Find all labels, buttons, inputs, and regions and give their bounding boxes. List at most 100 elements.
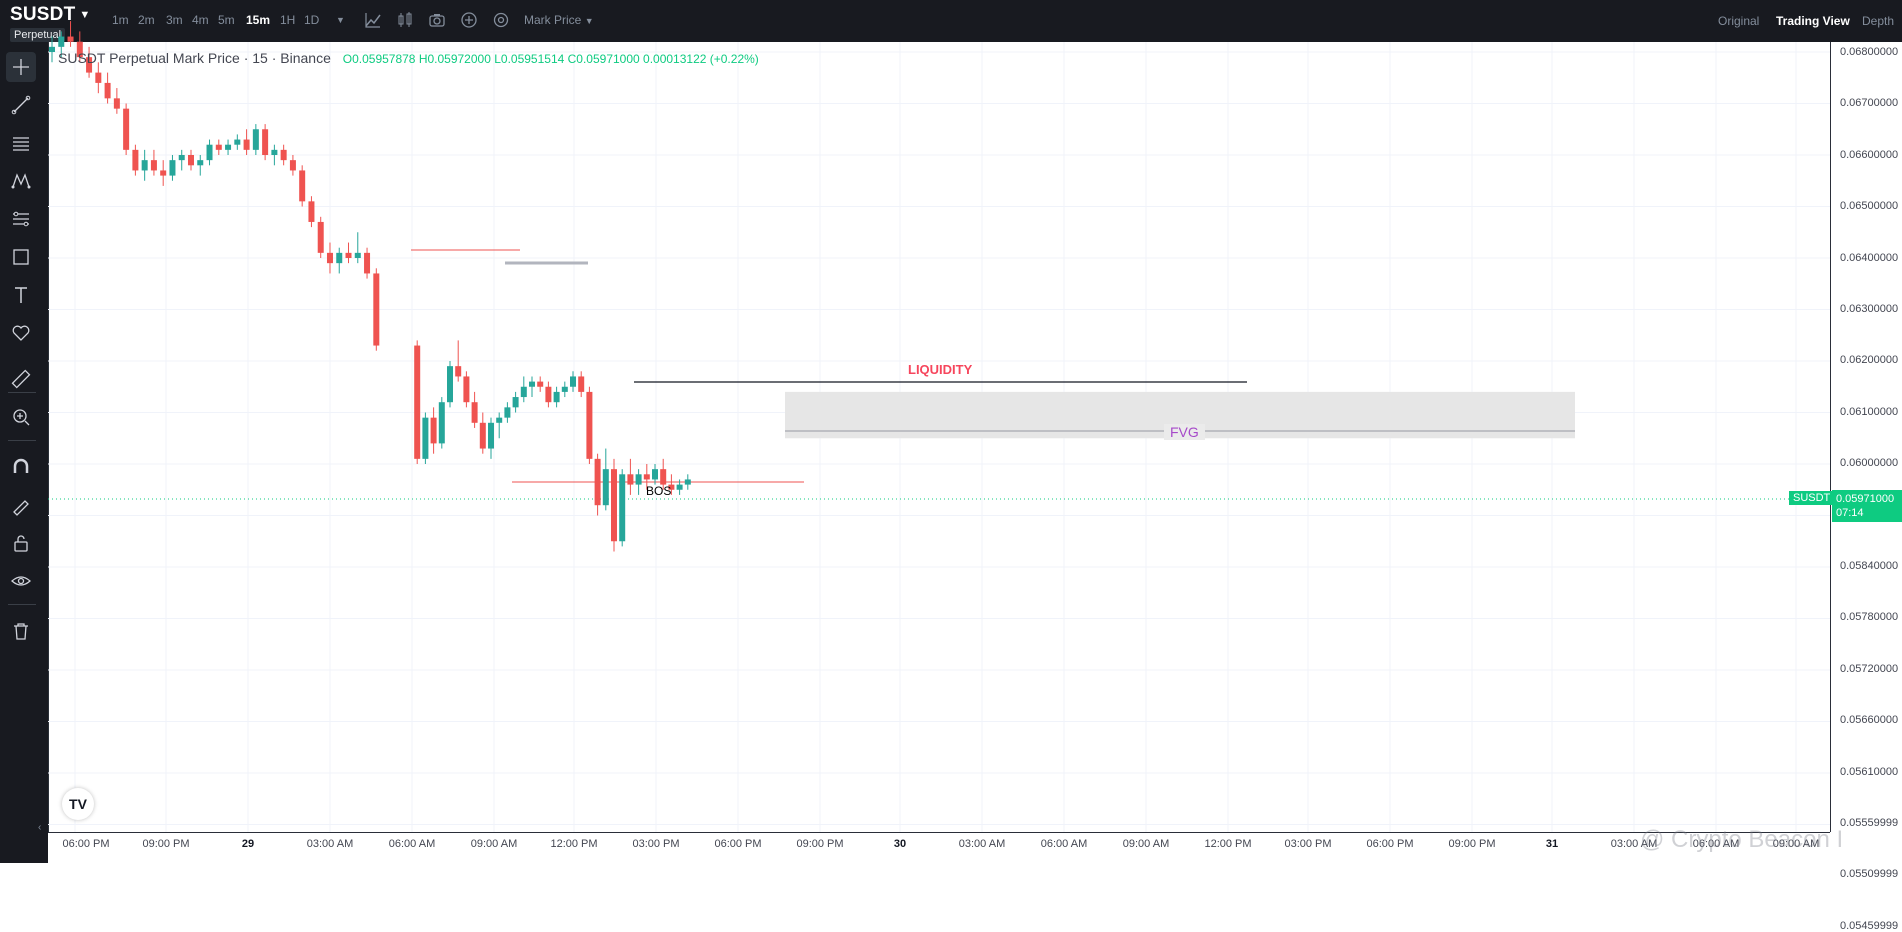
candle-up (169, 160, 176, 176)
unlock-icon[interactable] (6, 528, 36, 558)
candle-down (160, 170, 167, 176)
time-axis[interactable] (48, 832, 1830, 864)
candle-up (58, 36, 65, 47)
bos-label[interactable]: BOS (646, 484, 672, 498)
tab-trading-view[interactable]: Trading View (1776, 14, 1850, 28)
trendline-icon[interactable] (6, 90, 36, 120)
price-chart[interactable] (0, 0, 1830, 832)
candle-down (668, 484, 675, 490)
horizontal-lines-icon[interactable] (6, 128, 36, 158)
collapse-toolbar-icon[interactable]: ‹ (38, 822, 42, 833)
price-tick-label: 0.06300000 (1840, 303, 1899, 315)
candle-down (643, 474, 650, 480)
trash-icon[interactable] (6, 616, 36, 646)
symbol-selector[interactable]: SUSDT ▼ (10, 4, 91, 26)
add-icon[interactable] (460, 11, 478, 29)
time-tick-label: 03:00 PM (632, 838, 680, 850)
candle-down (463, 376, 470, 403)
time-tick-label: 09:00 AM (1122, 838, 1170, 850)
interval-1d[interactable]: 1D (304, 13, 320, 27)
candle-up (422, 417, 429, 459)
top-toolbar: SUSDT ▼ Perpetual 1m 2m 3m 4m 5m 15m 1H 1… (0, 0, 1902, 42)
price-tick-label: 0.05509999 (1840, 868, 1899, 881)
interval-4m[interactable]: 4m (192, 13, 209, 27)
interval-2m[interactable]: 2m (138, 13, 155, 27)
price-tick-label: 0.06600000 (1840, 148, 1899, 161)
candle-down (243, 139, 250, 150)
fib-icon[interactable] (6, 204, 36, 234)
tab-original[interactable]: Original (1718, 14, 1760, 28)
candle-down (150, 160, 157, 171)
candle-up (271, 149, 278, 155)
price-tick-label: 0.06700000 (1840, 97, 1899, 110)
favorite-icon[interactable] (6, 318, 36, 348)
candle-down (414, 345, 421, 459)
candle-up (529, 381, 535, 387)
candle-up (252, 129, 259, 150)
crosshair-icon[interactable] (6, 52, 36, 82)
zoom-in-icon[interactable] (6, 402, 36, 432)
price-tick-label: 0.05459999 (1840, 919, 1899, 932)
candle-up (561, 386, 568, 392)
indicators-icon[interactable] (364, 11, 382, 29)
tradingview-logo[interactable]: TV (62, 788, 94, 820)
time-tick-label: 03:00 PM (1284, 838, 1332, 850)
candle-down (594, 458, 601, 506)
rectangle-icon[interactable] (6, 242, 36, 272)
price-tick-label: 0.05559999 (1840, 817, 1899, 829)
candle-up (438, 402, 445, 444)
interval-3m[interactable]: 3m (166, 13, 183, 27)
time-tick-label: 30 (893, 838, 907, 850)
candle-down (280, 149, 287, 161)
candle-down (364, 252, 371, 274)
tab-depth[interactable]: Depth (1862, 14, 1895, 28)
chart-type-icon[interactable] (396, 11, 414, 29)
time-tick-label: 06:00 AM (1040, 838, 1088, 850)
candle-up (684, 479, 691, 485)
candle-up (602, 469, 609, 506)
liquidity-label[interactable]: LIQUIDITY (908, 362, 973, 377)
candle-up (49, 46, 55, 52)
candle-up (619, 474, 626, 542)
candle-down (289, 160, 296, 171)
candle-up (676, 484, 683, 490)
settings-icon[interactable] (492, 11, 510, 29)
candle-down (326, 252, 333, 264)
camera-icon[interactable] (428, 11, 446, 29)
candle-up (225, 144, 232, 150)
candle-down (132, 149, 139, 171)
candle-up (635, 474, 642, 485)
interval-15m[interactable]: 15m (246, 13, 271, 27)
fvg-label[interactable]: FVG (1164, 424, 1205, 440)
price-type-label: Mark Price (524, 13, 582, 27)
text-icon[interactable] (6, 280, 36, 310)
candle-down (123, 108, 130, 150)
candle-up (206, 144, 213, 161)
price-tick-label: 0.05610000 (1840, 765, 1899, 778)
price-tick-label: 0.06800000 (1840, 46, 1899, 58)
interval-1h[interactable]: 1H (280, 13, 296, 27)
price-tick-label: 0.06000000 (1840, 457, 1899, 470)
price-tick-label: 0.06100000 (1840, 405, 1899, 418)
draw-lock-icon[interactable] (6, 490, 36, 520)
price-tick-label: 0.06200000 (1840, 354, 1899, 367)
candle-down (262, 129, 269, 155)
interval-1m[interactable]: 1m (112, 13, 129, 27)
legend-ohlc: O0.05957878 H0.05972000 L0.05951514 C0.0… (342, 52, 759, 66)
more-intervals-icon[interactable]: ▼ (336, 15, 345, 25)
price-tick-label: 0.05840000 (1840, 560, 1899, 572)
time-tick-label: 09:00 PM (796, 838, 844, 850)
candle-up (354, 252, 361, 258)
eye-icon[interactable] (6, 566, 36, 596)
price-tick-label: 0.06400000 (1840, 251, 1899, 264)
time-tick-label: 06:00 PM (1366, 838, 1414, 850)
bar-countdown: 07:14 (1836, 507, 1864, 519)
candle-up (488, 422, 494, 449)
last-price-symbol-tag: SUSDT (1789, 491, 1835, 505)
price-axis[interactable] (1830, 42, 1902, 832)
interval-5m[interactable]: 5m (218, 13, 235, 27)
price-type-selector[interactable]: Mark Price ▼ (524, 13, 594, 27)
ruler-icon[interactable] (6, 364, 36, 394)
pattern-icon[interactable] (6, 166, 36, 196)
magnet-icon[interactable] (6, 452, 36, 482)
